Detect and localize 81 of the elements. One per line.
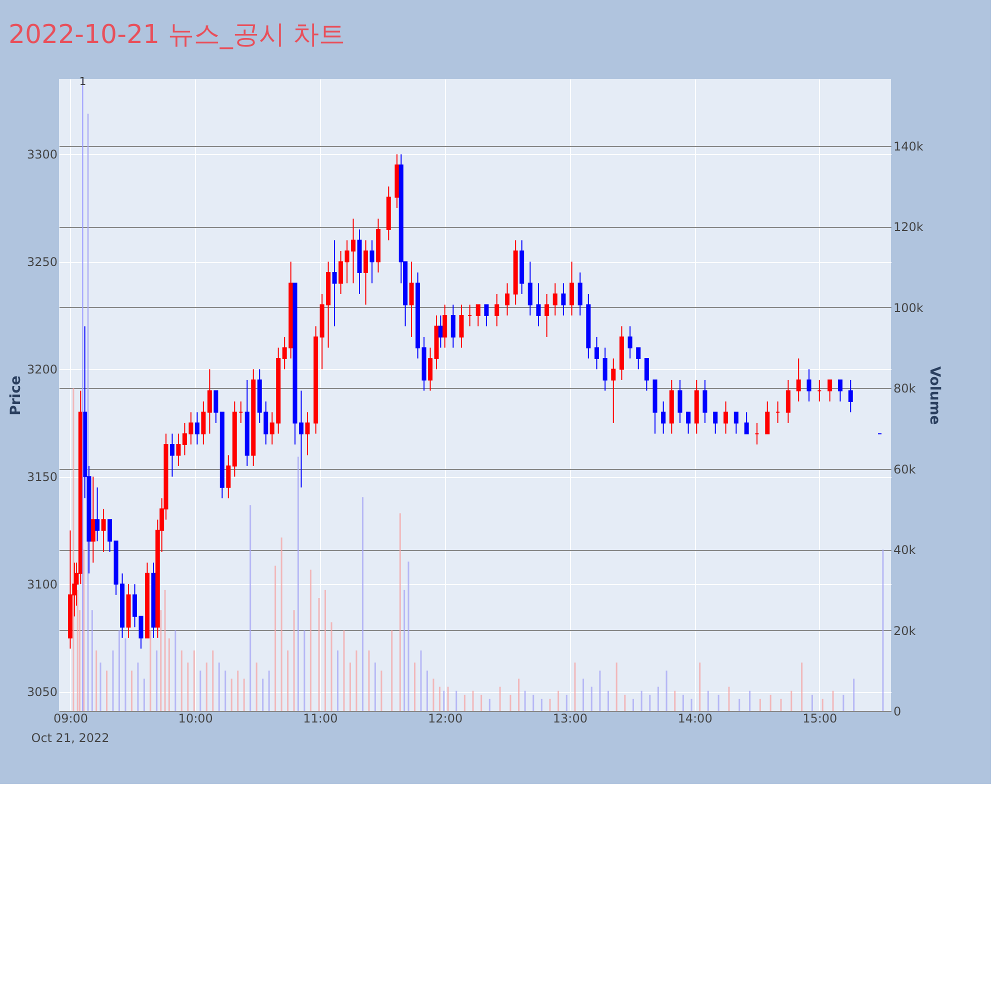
candlestick	[494, 293, 500, 327]
x-tick-label: 09:00	[53, 712, 88, 726]
candlestick	[101, 508, 106, 552]
candlestick	[594, 336, 599, 370]
ref-line-label: 1	[79, 75, 86, 88]
candlestick	[636, 347, 641, 370]
candlestick	[686, 412, 691, 434]
y2-tick-label: 120k	[894, 220, 924, 234]
y-tick-label: 3050	[26, 685, 58, 700]
candlestick	[305, 412, 310, 456]
y2-tick-label: 0	[894, 704, 902, 718]
candlestick	[661, 400, 666, 434]
candlestick	[476, 304, 480, 327]
candlestick	[702, 379, 708, 424]
text: Oct 21, 2022	[31, 731, 110, 745]
candlestick	[561, 282, 566, 316]
candlestick	[363, 240, 368, 306]
candlestick	[95, 486, 100, 542]
candlestick	[724, 400, 728, 434]
x-tick-label: 12:00	[428, 712, 463, 726]
y-tick-label: 3250	[26, 255, 58, 270]
candlestick	[428, 347, 433, 392]
candlestick	[602, 347, 608, 392]
x-tick-label: 14:00	[678, 712, 712, 726]
y2-axis-title: Volume	[926, 366, 942, 425]
candlestick	[838, 379, 842, 402]
y-tick-label: 3100	[26, 578, 58, 592]
y-axis-title: Price	[8, 376, 24, 416]
candlestick	[214, 390, 218, 424]
candlestick	[170, 433, 174, 478]
candlestick	[806, 368, 812, 402]
y2-tick-label: 40k	[894, 543, 916, 558]
candlestick	[544, 293, 550, 338]
candlestick	[848, 379, 853, 413]
candlestick	[678, 379, 682, 424]
x-tick-label: 11:00	[303, 712, 338, 726]
candlestick	[552, 282, 558, 316]
candlestick	[207, 368, 212, 434]
y2-tick-label: 100k	[894, 300, 924, 315]
chart-title: 2022-10-21 뉴스_공시 차트	[8, 20, 346, 50]
y2-tick-label: 60k	[894, 462, 916, 476]
candlestick	[765, 400, 770, 434]
candlestick	[570, 261, 574, 316]
candlestick	[713, 412, 718, 434]
y-tick-label: 3150	[26, 470, 58, 484]
candlestick	[409, 261, 414, 338]
y-tick-label: 3200	[26, 362, 58, 377]
candlestick	[628, 326, 632, 359]
candlestick	[108, 519, 112, 552]
candlestick	[442, 304, 448, 348]
candlestick	[611, 358, 616, 424]
candlestick	[734, 412, 738, 434]
candlestick	[298, 390, 304, 488]
candlestick	[332, 240, 337, 327]
candlestick	[578, 272, 582, 316]
y2-tick-label: 140k	[894, 139, 924, 154]
candlestick	[176, 433, 181, 466]
candlestick	[644, 358, 649, 392]
candlestick	[370, 240, 374, 284]
candlestick	[194, 412, 200, 445]
candlestick	[536, 282, 541, 327]
candlestick	[450, 304, 456, 348]
y2-tick-label: 80k	[894, 382, 916, 396]
x-tick-label: 13:00	[552, 712, 588, 726]
candlestick	[796, 358, 801, 402]
y2-tick-label: 20k	[894, 624, 916, 638]
candlestick	[459, 304, 464, 348]
candlestick	[744, 412, 749, 434]
candlestick	[528, 261, 532, 316]
y-tick-label: 3300	[26, 148, 58, 162]
candlestick	[201, 400, 206, 445]
x-tick-label: 15:00	[802, 712, 838, 726]
candlestick	[338, 250, 344, 294]
candlestick	[90, 476, 96, 564]
candlestick	[438, 314, 443, 348]
candlestick	[786, 379, 790, 424]
x-tick-label: 10:00	[178, 712, 213, 726]
candlestick	[505, 282, 510, 316]
candlestick	[226, 454, 231, 499]
candlestick	[484, 304, 489, 327]
candlestick	[828, 379, 832, 402]
